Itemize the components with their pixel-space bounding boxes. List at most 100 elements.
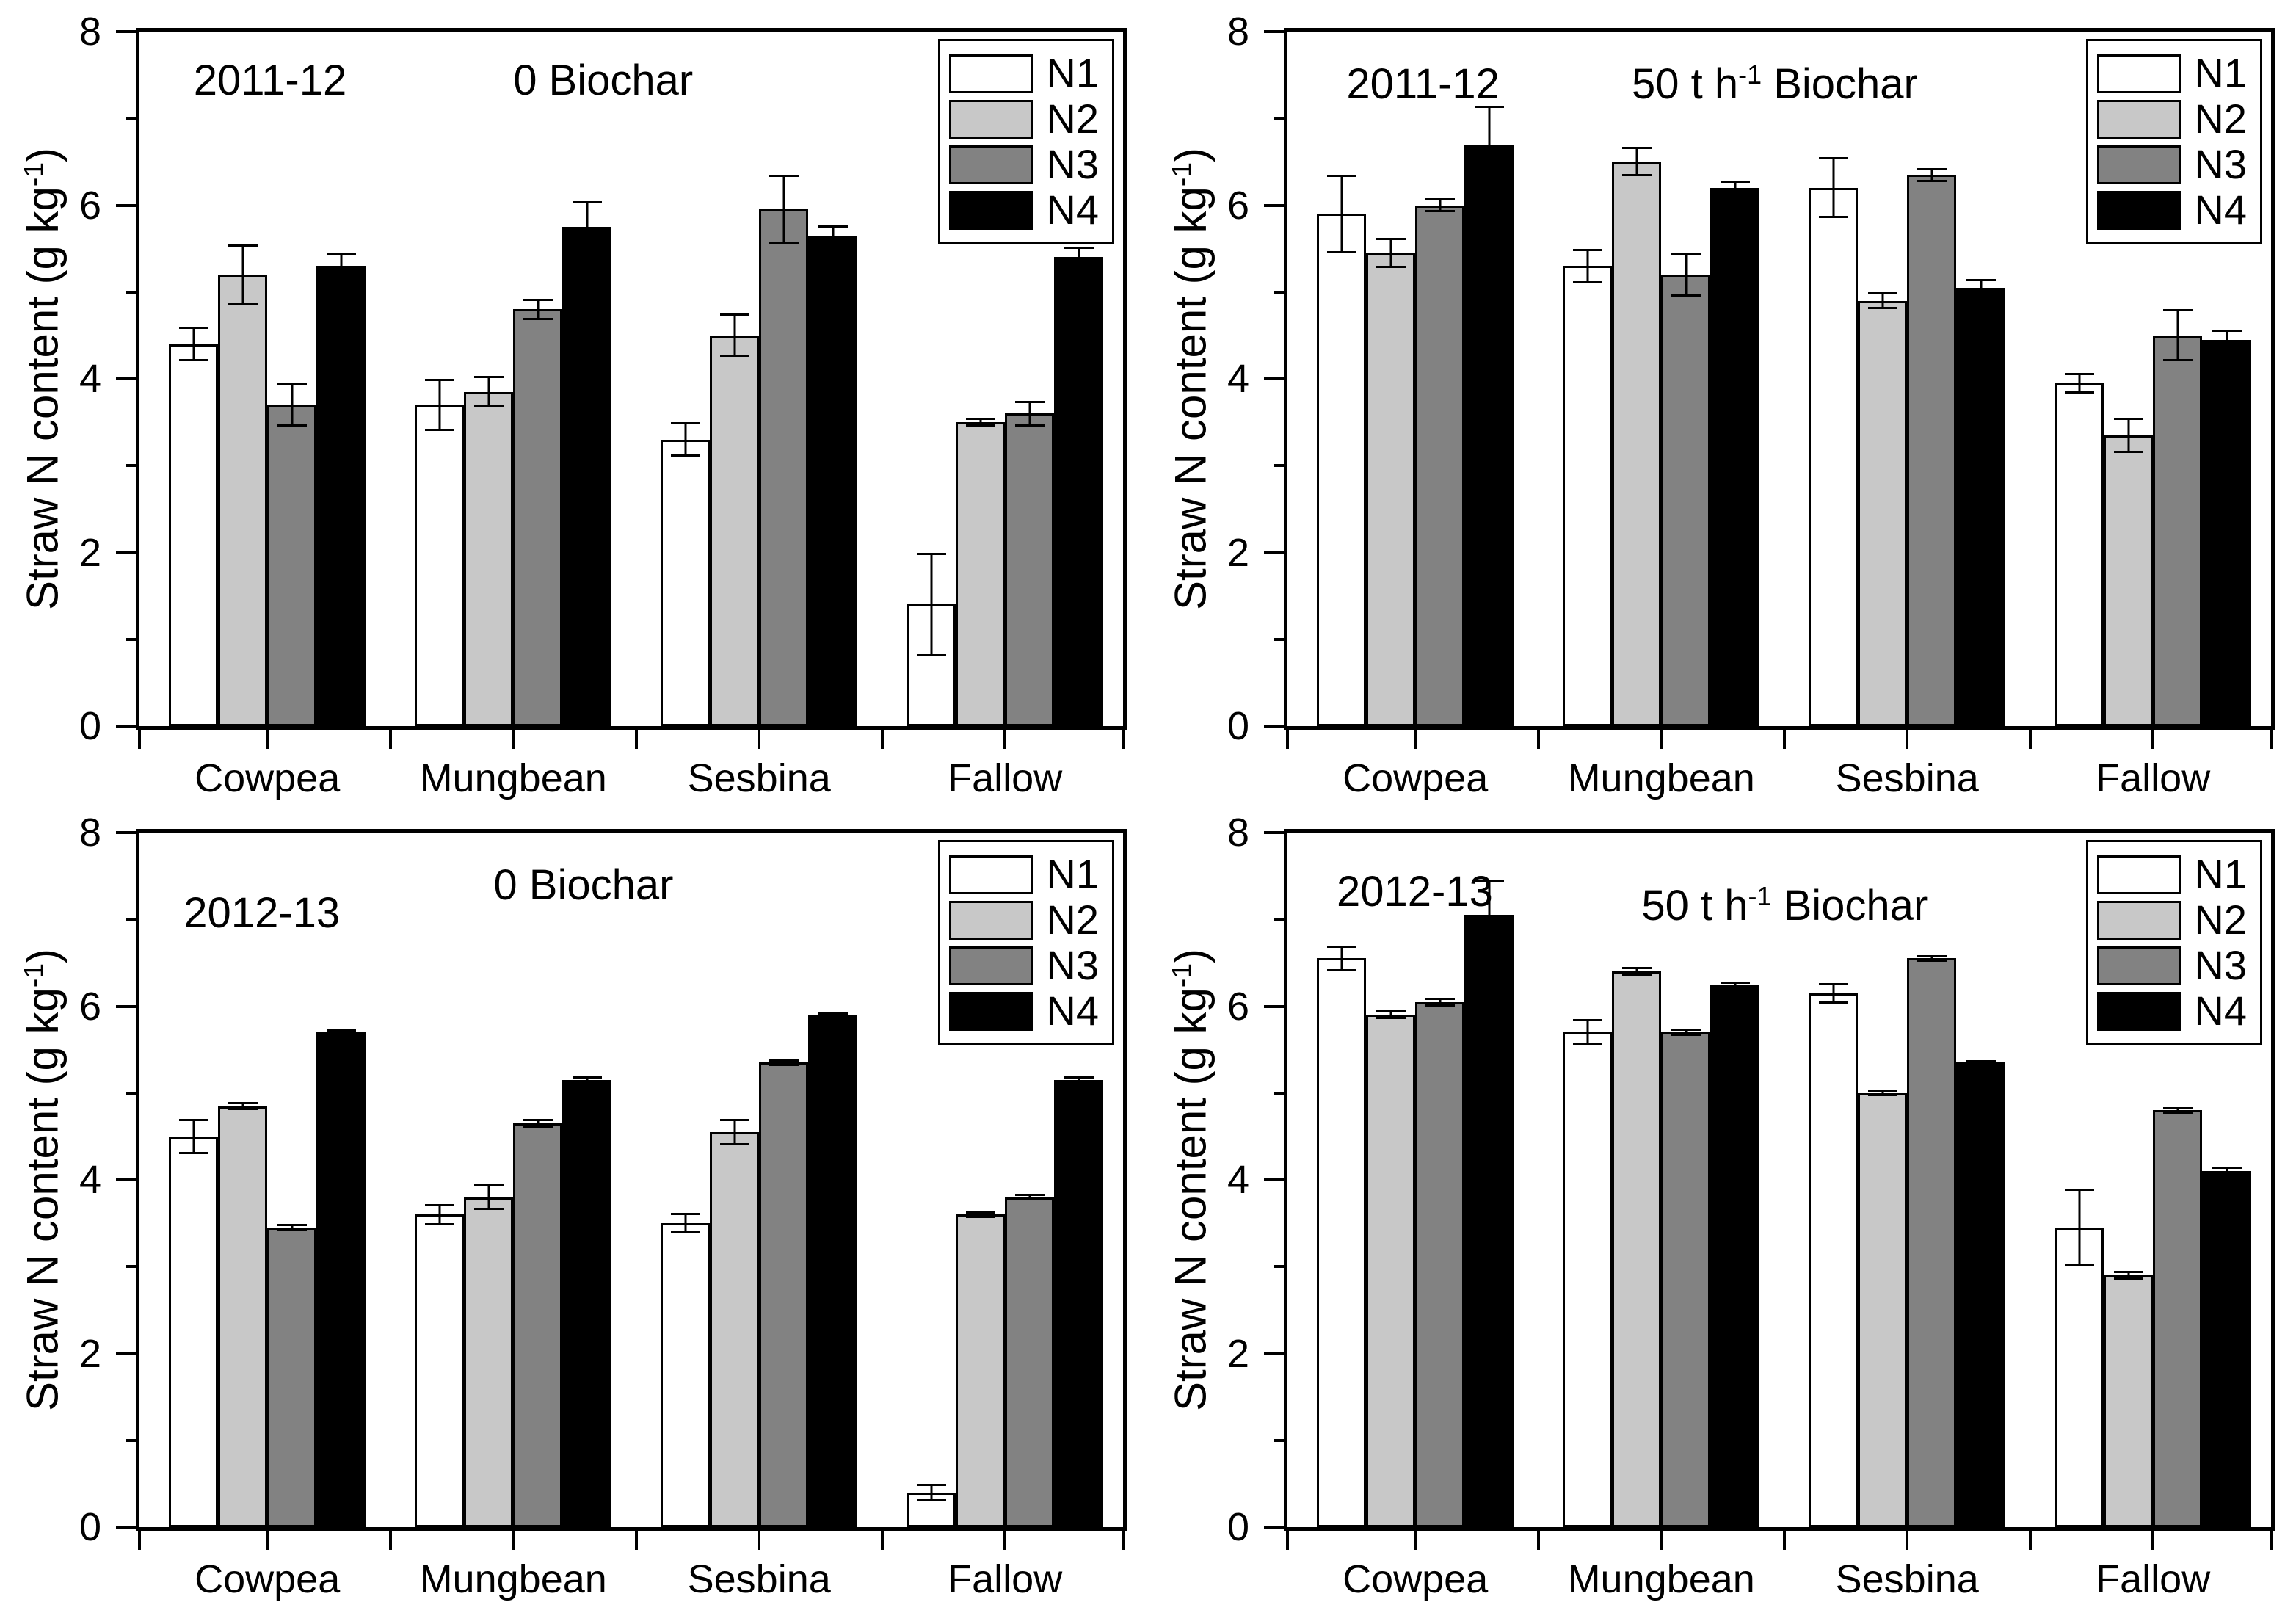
error-bar-line [537,299,540,320]
error-bar-cap-top [1966,1059,1996,1062]
bar-n4-fallow [1054,1080,1104,1527]
x-axis-tick [1286,730,1289,749]
error-bar [1572,248,1602,283]
bar-n1-cowpea [169,344,219,726]
error-bar-cap-bottom [2162,359,2193,362]
error-bar-line [1685,1029,1688,1036]
y-axis-tick-label: 8 [1227,811,1249,855]
error-bar-line [340,253,343,280]
bar-n2-mungbean [1612,971,1662,1527]
x-axis-category-label: Fallow [2096,1557,2211,1601]
legend-swatch-n4 [2097,190,2181,230]
bar-n2-fallow [956,1214,1006,1527]
error-bar [818,225,848,247]
bar-n4-sesbina [1956,1062,2006,1527]
error-bar-cap-bottom [1572,1043,1602,1045]
y-axis-tick-label: 2 [1227,530,1249,575]
y-axis-minor-tick [1274,1265,1284,1269]
error-bar-line [1734,982,1737,987]
error-bar-cap-top [1064,1076,1094,1079]
year-label: 2011-12 [1346,59,1500,108]
error-bar-line [979,418,982,427]
y-axis-major-tick [1264,203,1284,207]
error-bar-cap-bottom [2113,1277,2143,1280]
legend-row: N2 [949,899,1099,940]
error-bar-cap-top [1720,181,1750,184]
error-bar-cap-top [228,1101,258,1104]
plot-area: 0 2 4 6 8 Cowpea Mungbean Sesbina Fallow 2011-12 0… [79,10,1127,800]
error-bar-cap-top [1572,248,1602,251]
error-bar-line [1685,253,1688,297]
bar-n1-sesbina [1809,993,1859,1527]
error-bar [277,1224,307,1231]
error-bar-cap-top [1014,1193,1045,1196]
legend-swatch-n3 [2097,946,2181,985]
error-bar-line [733,1119,736,1145]
bar-n4-sesbina [1956,287,2006,726]
x-axis-tick [138,1531,141,1550]
error-bar-cap-top [1326,175,1356,178]
legend-swatch-n1 [949,54,1033,93]
error-bar-line [782,1059,785,1067]
error-bar-line [586,200,589,253]
x-axis-tick [2270,730,2273,749]
error-bar-cap-bottom [769,242,799,244]
error-bar [1474,880,1504,950]
error-bar [1425,997,1455,1007]
error-bar [2064,372,2094,394]
bar-n4-fallow [1054,257,1104,726]
error-bar-cap-top [1867,291,1897,294]
x-axis-tick [1414,730,1417,749]
error-bar-cap-top [572,1076,602,1079]
error-bar-cap-top [424,379,454,382]
x-axis-category-label: Fallow [948,1557,1063,1601]
error-bar [1326,175,1356,253]
bar-n3-sesbina [759,209,809,726]
y-axis-major-tick [116,1352,136,1355]
plot-area: 0 2 4 6 8 Cowpea Mungbean Sesbina Fallow 2012-13 0… [79,811,1127,1601]
error-bar-line [684,422,687,457]
bar-n2-cowpea [218,1106,268,1527]
y-axis-major-tick [1264,831,1284,834]
legend-row: N2 [2097,98,2247,139]
x-axis-tick [758,1531,761,1550]
bar-n4-cowpea [1464,144,1514,726]
x-axis-tick [2151,1531,2155,1550]
legend-label: N2 [1046,95,1099,142]
error-bar-line [1488,880,1491,950]
y-axis-major-tick [1264,1526,1284,1529]
legend: N1 N2 N3 N4 [2086,840,2262,1045]
error-bar-cap-bottom [1818,216,1848,219]
error-bar-cap-bottom [1917,179,1947,182]
error-bar-cap-bottom [965,424,995,427]
error-bar-cap-bottom [1376,265,1406,268]
error-bar [2113,418,2143,453]
x-axis-tick [2270,1531,2273,1550]
x-axis-tick [1414,1531,1417,1550]
bar-n3-cowpea [1415,1001,1465,1527]
error-bar [719,1119,749,1145]
error-bar-cap-top [277,1224,307,1227]
error-bar [1818,157,1848,219]
legend-row: N4 [2097,189,2247,231]
error-bar [1671,253,1701,297]
error-bar [916,552,946,657]
panel-title: 50 t h-1 Biochar [1641,881,1928,930]
error-bar-cap-top [178,1119,208,1122]
plot-area: 0 2 4 6 8 Cowpea Mungbean Sesbina Fallow 2011-12 5… [1227,10,2275,800]
bar-n1-sesbina [1809,187,1859,726]
y-axis-major-tick [116,1526,136,1529]
year-label: 2012-13 [1337,868,1493,916]
bar-n2-mungbean [1612,162,1662,726]
error-bar-line [2078,372,2081,394]
y-axis-tick-label: 2 [1227,1331,1249,1376]
legend-row: N3 [949,144,1099,185]
y-axis-major-tick [116,377,136,380]
error-bar-line [782,175,785,244]
error-bar-cap-top [1966,279,1996,282]
y-axis-minor-tick [126,1091,136,1095]
error-bar-cap-bottom [424,1222,454,1225]
legend-row: N2 [949,98,1099,139]
y-axis-tick-label: 8 [79,10,101,54]
superscript: -1 [1738,59,1762,90]
